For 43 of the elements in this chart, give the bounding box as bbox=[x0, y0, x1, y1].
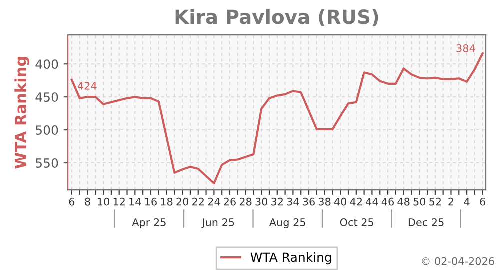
legend-label: WTA Ranking bbox=[250, 252, 332, 265]
x-tick-label: 50 bbox=[414, 198, 426, 206]
data-label: 384 bbox=[456, 44, 476, 52]
x-tick-label: 2 bbox=[448, 198, 454, 206]
x-tick-label: 46 bbox=[382, 198, 394, 206]
x-tick-label: 10 bbox=[98, 198, 110, 206]
text: Apr 25 bbox=[132, 218, 166, 228]
x-tick-label: 38 bbox=[318, 198, 331, 206]
x-tick-label: 20 bbox=[176, 198, 189, 206]
x-tick-label: 24 bbox=[208, 198, 220, 206]
y-axis-title: WTA Ranking bbox=[14, 57, 30, 169]
chart-title: Kira Pavlova (RUS) bbox=[176, 9, 378, 27]
x-tick-label: 4 bbox=[464, 198, 470, 206]
x-tick-label: 28 bbox=[240, 198, 252, 206]
x-tick-label: 8 bbox=[85, 198, 90, 206]
x-tick-label: 16 bbox=[145, 198, 157, 206]
text: Dec 25 bbox=[408, 218, 444, 226]
text: © 02-04-2026 bbox=[422, 257, 494, 266]
x-tick-label: 52 bbox=[430, 198, 442, 206]
text: Jun 25 bbox=[202, 218, 234, 228]
line-series bbox=[70, 52, 484, 185]
data-label: 424 bbox=[78, 82, 97, 90]
text: Aug 25 bbox=[269, 218, 306, 228]
y-tick-label: 400 bbox=[36, 60, 58, 70]
x-tick-label: 40 bbox=[334, 198, 347, 206]
x-tick-label: 26 bbox=[224, 198, 236, 206]
x-tick-label: 14 bbox=[130, 198, 142, 206]
x-tick-label: 34 bbox=[287, 198, 300, 206]
x-tick-label: 18 bbox=[161, 198, 173, 206]
x-tick-label: 32 bbox=[272, 198, 283, 206]
x-tick-label: 48 bbox=[398, 198, 410, 206]
text: Oct 25 bbox=[340, 218, 374, 226]
x-tick-label: 6 bbox=[69, 198, 75, 206]
x-tick-label: 44 bbox=[366, 198, 378, 206]
y-tick-label: 450 bbox=[36, 92, 58, 102]
y-tick-label: 550 bbox=[36, 158, 58, 168]
x-tick-label: 36 bbox=[303, 198, 315, 206]
y-tick-label: 500 bbox=[36, 126, 58, 135]
x-tick-label: 30 bbox=[256, 198, 268, 206]
x-tick-label: 22 bbox=[192, 198, 204, 206]
x-tick-label: 6 bbox=[480, 198, 486, 206]
x-tick-label: 42 bbox=[350, 198, 362, 206]
x-tick-label: 12 bbox=[114, 198, 125, 206]
